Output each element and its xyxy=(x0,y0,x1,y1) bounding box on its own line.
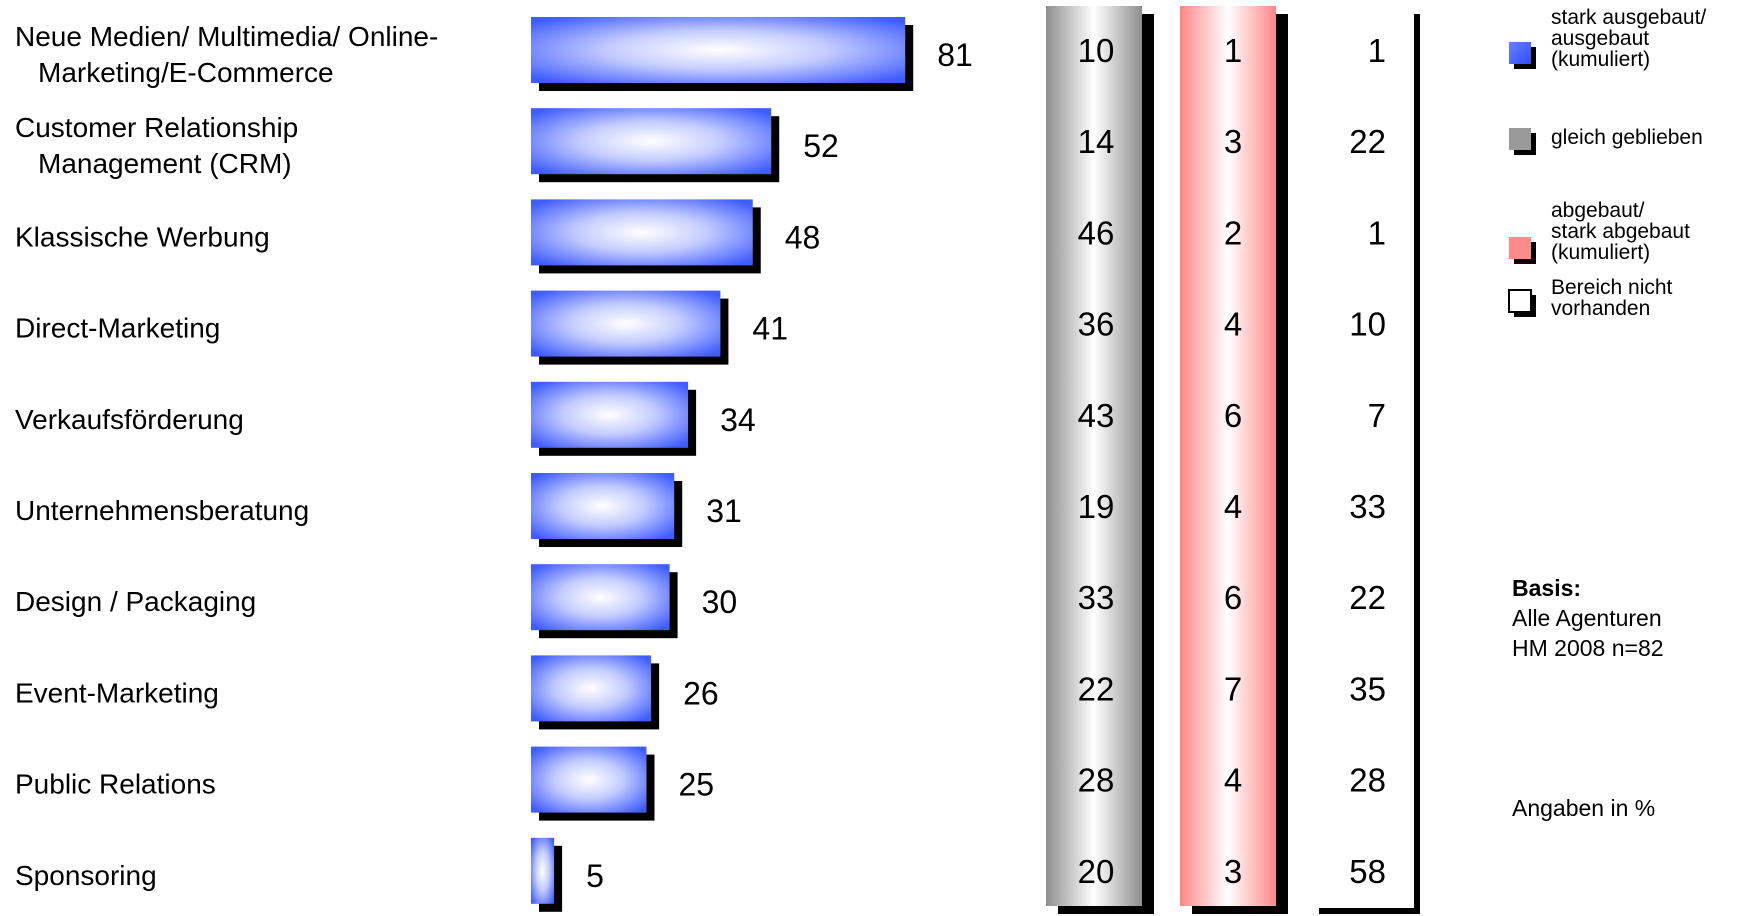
bar xyxy=(531,199,753,266)
legend-swatch xyxy=(1509,42,1531,64)
col-abgebaut-background xyxy=(1180,6,1276,906)
value-abgebaut: 6 xyxy=(1224,397,1242,434)
bar-value-label: 52 xyxy=(803,128,839,164)
bars: 81 52 48 41 34 31 30 26 25 5 xyxy=(531,17,973,912)
category-label: Design / Packaging xyxy=(15,586,256,617)
bar xyxy=(531,564,670,631)
category-label: Neue Medien/ Multimedia/ Online-Marketin… xyxy=(15,21,438,88)
legend-entry: gleich geblieben xyxy=(1551,126,1703,149)
value-gleich-geblieben: 36 xyxy=(1078,306,1115,343)
col-nicht-vorhanden-right-edge xyxy=(1414,14,1420,914)
basis-heading: Basis: xyxy=(1512,575,1582,601)
bar xyxy=(531,17,906,83)
category-label: Unternehmensberatung xyxy=(15,495,309,526)
value-nicht-vorhanden: 1 xyxy=(1368,32,1386,69)
bar xyxy=(531,473,675,539)
value-nicht-vorhanden: 7 xyxy=(1368,397,1386,434)
bar-value-label: 26 xyxy=(683,675,719,711)
bar-value-label: 30 xyxy=(702,584,738,620)
bar xyxy=(531,108,772,175)
value-abgebaut: 1 xyxy=(1224,32,1242,69)
bar xyxy=(531,655,652,722)
bar-value-label: 41 xyxy=(752,311,788,347)
value-nicht-vorhanden: 10 xyxy=(1349,306,1386,343)
value-abgebaut: 4 xyxy=(1224,488,1242,525)
value-abgebaut: 2 xyxy=(1224,214,1242,251)
value-nicht-vorhanden: 58 xyxy=(1349,853,1386,890)
column-backgrounds xyxy=(1046,6,1420,914)
value-gleich-geblieben: 10 xyxy=(1078,32,1115,69)
bar xyxy=(531,837,555,904)
legend-entry: stark ausgebaut/ausgebaut (kumuliert) xyxy=(1551,6,1706,71)
value-nicht-vorhanden: 22 xyxy=(1349,579,1386,616)
bar xyxy=(531,290,721,357)
legend-swatch xyxy=(1509,128,1531,150)
category-label: Public Relations xyxy=(15,769,216,800)
bar-value-label: 34 xyxy=(720,402,756,438)
value-abgebaut: 7 xyxy=(1224,670,1242,707)
category-labels: Neue Medien/ Multimedia/ Online-Marketin… xyxy=(15,21,438,891)
bar-value-label: 5 xyxy=(586,858,604,894)
legend-entry: abgebaut/stark abgebaut (kumuliert) xyxy=(1551,199,1690,264)
value-nicht-vorhanden: 33 xyxy=(1349,488,1386,525)
category-label: Klassische Werbung xyxy=(15,221,270,252)
value-nicht-vorhanden: 28 xyxy=(1349,762,1386,799)
legend: stark ausgebaut/ausgebaut (kumuliert) glei… xyxy=(1508,6,1706,320)
bar-value-label: 25 xyxy=(679,767,715,803)
category-label: Customer Relationship Management (CRM) xyxy=(15,112,298,179)
value-gleich-geblieben: 28 xyxy=(1078,762,1115,799)
value-gleich-geblieben: 46 xyxy=(1078,214,1115,251)
basis-note: Basis: Alle Agenturen HM 2008 n=82 xyxy=(1512,573,1664,663)
value-abgebaut: 3 xyxy=(1224,123,1242,160)
value-nicht-vorhanden: 35 xyxy=(1349,670,1386,707)
category-label: Event-Marketing xyxy=(15,677,219,708)
value-gleich-geblieben: 33 xyxy=(1078,579,1115,616)
col-nicht-vorhanden-bottom-edge xyxy=(1319,908,1420,914)
legend-swatch xyxy=(1508,289,1532,313)
basis-line-2: HM 2008 n=82 xyxy=(1512,635,1664,661)
value-nicht-vorhanden: 22 xyxy=(1349,123,1386,160)
value-abgebaut: 3 xyxy=(1224,853,1242,890)
value-gleich-geblieben: 43 xyxy=(1078,397,1115,434)
category-label: Direct-Marketing xyxy=(15,313,220,344)
value-nicht-vorhanden: 1 xyxy=(1368,214,1386,251)
value-gleich-geblieben: 14 xyxy=(1078,123,1115,160)
bar-value-label: 31 xyxy=(706,493,742,529)
value-gleich-geblieben: 19 xyxy=(1078,488,1115,525)
legend-entry: Bereich nicht vorhanden xyxy=(1551,276,1673,320)
bar xyxy=(531,746,647,813)
value-gleich-geblieben: 22 xyxy=(1078,670,1115,707)
col-gleich-background xyxy=(1046,6,1142,906)
bar-value-label: 81 xyxy=(937,37,973,73)
category-label: Verkaufsförderung xyxy=(15,404,244,435)
bar-value-label: 48 xyxy=(785,219,821,255)
value-abgebaut: 4 xyxy=(1224,306,1242,343)
value-abgebaut: 6 xyxy=(1224,579,1242,616)
unit-note: Angaben in % xyxy=(1512,795,1656,821)
value-gleich-geblieben: 20 xyxy=(1078,853,1115,890)
bar xyxy=(531,381,689,448)
legend-swatch xyxy=(1509,237,1531,259)
category-label: Sponsoring xyxy=(15,860,157,891)
basis-line-1: Alle Agenturen xyxy=(1512,605,1662,631)
value-abgebaut: 4 xyxy=(1224,762,1242,799)
